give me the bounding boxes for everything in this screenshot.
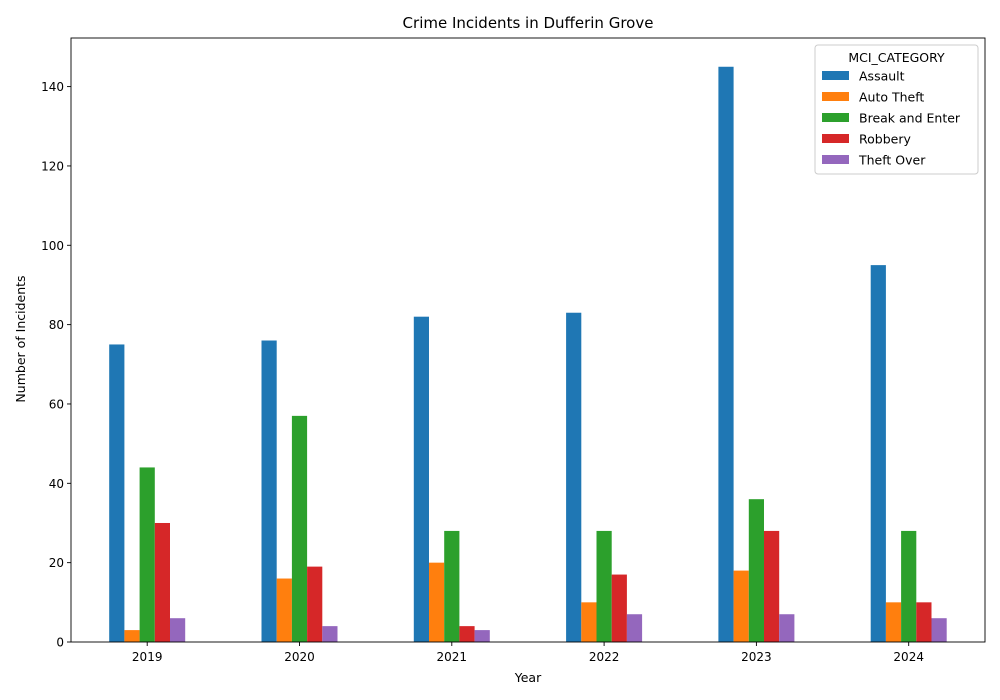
bar — [733, 570, 749, 642]
bar — [291, 415, 308, 642]
legend: MCI_CATEGORY Assault Auto Theft Break and E… — [814, 44, 979, 175]
y-tick-label: 100 — [41, 239, 64, 253]
y-tick-label: 140 — [41, 80, 64, 94]
x-axis-label: Year — [514, 670, 542, 685]
bar — [109, 344, 125, 642]
bar — [870, 265, 886, 642]
bar — [931, 618, 947, 642]
legend-label: Auto Theft — [859, 90, 924, 105]
chart-title: Crime Incidents in Dufferin Grove — [403, 14, 654, 32]
x-tick-label: 2020 — [284, 650, 315, 664]
series-assault — [109, 66, 886, 642]
x-tick-label: 2024 — [893, 650, 924, 664]
axes-layer: 0 20 40 60 80 100 120 140 2019 2020 2021 2022 2023 20… — [41, 37, 986, 664]
legend-title: MCI_CATEGORY — [848, 50, 945, 65]
x-tick-label: 2021 — [437, 650, 468, 664]
legend-swatch — [822, 92, 849, 101]
bar — [764, 530, 780, 642]
plot-frame — [70, 37, 986, 643]
bar — [139, 467, 155, 642]
bar — [322, 626, 338, 642]
legend-label: Robbery — [859, 132, 911, 147]
bar — [459, 626, 475, 642]
bar — [444, 530, 460, 642]
x-tick-label: 2019 — [132, 650, 163, 664]
y-tick-label: 60 — [49, 397, 64, 411]
series-break-and-enter — [139, 415, 917, 642]
y-tick-label: 20 — [49, 556, 64, 570]
bar — [170, 618, 186, 642]
bar — [779, 614, 795, 642]
bar — [916, 602, 932, 642]
legend-label: Break and Enter — [859, 111, 961, 126]
bar — [885, 602, 902, 642]
bar — [261, 340, 277, 642]
bar — [611, 574, 627, 642]
bar — [901, 530, 917, 642]
bar — [718, 66, 734, 642]
bar — [474, 630, 490, 642]
series-robbery — [154, 522, 932, 642]
legend-box — [814, 44, 979, 175]
legend-swatch — [822, 113, 849, 122]
bar — [581, 602, 597, 642]
y-tick-label: 80 — [49, 318, 64, 332]
legend-label: Assault — [859, 69, 905, 84]
bar — [748, 499, 764, 642]
x-tick-label: 2022 — [589, 650, 620, 664]
series-auto-theft — [124, 562, 902, 642]
bar — [154, 522, 170, 642]
x-tick-label: 2023 — [741, 650, 772, 664]
legend-label: Theft Over — [858, 153, 926, 168]
bar — [566, 312, 582, 642]
bar — [307, 566, 323, 642]
series-theft-over — [170, 614, 947, 642]
bar — [413, 316, 429, 642]
bar — [124, 630, 140, 642]
bar — [429, 562, 445, 642]
bar — [626, 614, 643, 642]
y-axis-label: Number of Incidents — [13, 275, 28, 402]
y-tick-label: 120 — [41, 159, 64, 173]
y-tick-label: 40 — [49, 477, 64, 491]
bars-layer — [109, 66, 947, 642]
legend-swatch — [822, 155, 849, 164]
legend-swatch — [822, 134, 849, 143]
bar — [596, 530, 612, 642]
legend-swatch — [822, 71, 849, 80]
y-tick-label: 0 — [56, 636, 64, 650]
bar — [276, 578, 292, 642]
